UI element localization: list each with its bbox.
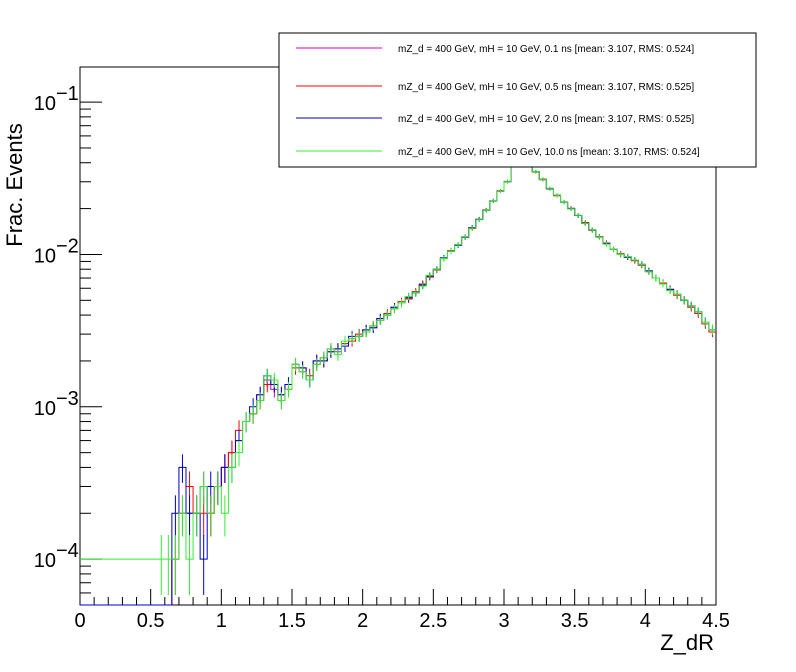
legend-label: mZ_d = 400 GeV, mH = 10 GeV, 0.1 ns [mea… (398, 44, 694, 55)
x-tick-label: 2.5 (419, 610, 447, 632)
x-tick-label: 1 (216, 610, 227, 632)
legend-label: mZ_d = 400 GeV, mH = 10 GeV, 2.0 ns [mea… (398, 114, 694, 125)
svg-text:10: 10 (34, 93, 56, 115)
x-tick-labels: 0 0.5 1 1.5 2 2.5 3 3.5 4 4.5 (74, 610, 729, 632)
svg-text:10: 10 (34, 550, 56, 572)
y-axis-title: Frac. Events (2, 123, 27, 246)
legend: mZ_d = 400 GeV, mH = 10 GeV, 0.1 ns [mea… (278, 32, 757, 168)
legend-box (278, 32, 757, 168)
x-tick-label: 3.5 (561, 610, 589, 632)
x-tick-label: 1.5 (278, 610, 306, 632)
svg-text:10: 10 (34, 245, 56, 267)
x-tick-label: 4.5 (702, 610, 730, 632)
y-tick-label: 10 −1 (34, 83, 79, 115)
svg-text:−1: −1 (56, 83, 79, 105)
y-tick-label: 10 −2 (34, 235, 79, 267)
legend-label: mZ_d = 400 GeV, mH = 10 GeV, 10.0 ns [me… (398, 147, 700, 158)
svg-text:−2: −2 (56, 235, 79, 257)
svg-text:−3: −3 (56, 388, 79, 410)
series-layer (80, 151, 716, 606)
svg-text:−4: −4 (56, 540, 79, 562)
x-tick-label: 3 (498, 610, 509, 632)
x-tick-label: 4 (640, 610, 651, 632)
legend-entry: mZ_d = 400 GeV, mH = 10 GeV, 10.0 ns [me… (296, 147, 700, 158)
svg-text:10: 10 (34, 398, 56, 420)
y-tick-label: 10 −4 (34, 540, 79, 572)
legend-label: mZ_d = 400 GeV, mH = 10 GeV, 0.5 ns [mea… (398, 82, 694, 93)
legend-entry: mZ_d = 400 GeV, mH = 10 GeV, 0.1 ns [mea… (296, 44, 694, 55)
x-tick-label: 0 (74, 610, 85, 632)
legend-entry: mZ_d = 400 GeV, mH = 10 GeV, 2.0 ns [mea… (296, 114, 694, 125)
axis-ticks (79, 101, 717, 606)
x-tick-label: 2 (357, 610, 368, 632)
y-tick-labels: 10−410−310−210−1 (34, 83, 79, 572)
series-line (80, 152, 716, 560)
x-tick-label: 0.5 (137, 610, 165, 632)
series-10-0-ns (80, 152, 716, 595)
x-axis-title: Z_dR (660, 630, 714, 655)
y-tick-label: 10 −3 (34, 388, 79, 420)
legend-entry: mZ_d = 400 GeV, mH = 10 GeV, 0.5 ns [mea… (296, 82, 694, 93)
